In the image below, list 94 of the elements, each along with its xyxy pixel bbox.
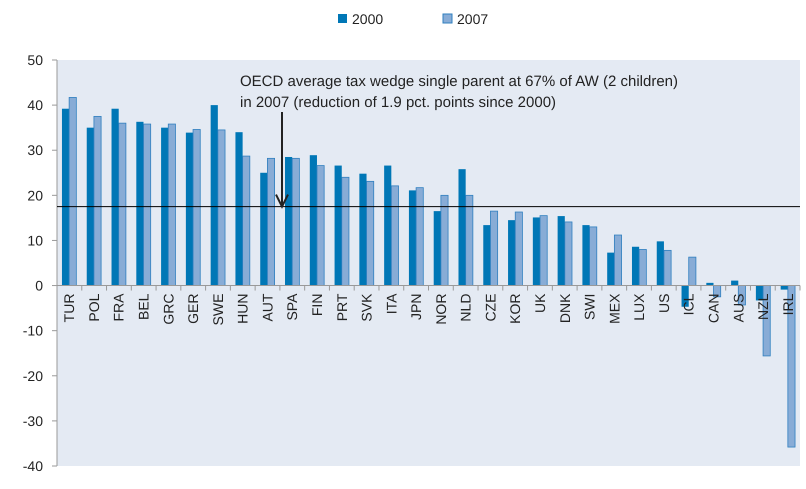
x-tick-label: PRT	[334, 293, 350, 322]
bar	[540, 215, 548, 286]
bar	[192, 129, 201, 286]
x-tick-label: US	[656, 294, 672, 314]
bar	[607, 252, 614, 286]
x-tick-label: FIN	[308, 294, 325, 316]
bar	[285, 156, 292, 286]
x-tick-label: AUT	[259, 293, 276, 322]
bar	[161, 128, 168, 286]
bar	[508, 220, 516, 286]
bar	[62, 108, 70, 286]
x-tick-label: ICL	[680, 293, 697, 316]
bar	[168, 124, 176, 286]
x-tick-label: SPA	[284, 292, 300, 321]
bar	[267, 158, 275, 286]
x-tick-label: UK	[532, 292, 548, 314]
y-tick-label: -20	[22, 368, 44, 384]
x-tick-label: SVK	[358, 292, 375, 322]
y-tick-label: 30	[27, 142, 44, 158]
x-tick-label: GER	[185, 294, 202, 324]
bar	[341, 176, 350, 286]
x-tick-label: TUR	[61, 294, 78, 322]
bar	[94, 116, 102, 286]
x-tick-label: NLD	[458, 294, 474, 322]
x-tick-label: HUN	[234, 294, 251, 324]
x-tick-label: CAN	[706, 294, 722, 324]
x-tick-label: NZL	[755, 293, 772, 320]
x-tick-label: FRA	[110, 292, 127, 322]
bar	[143, 124, 152, 286]
bar	[582, 225, 590, 286]
bar	[440, 194, 448, 286]
bar	[210, 105, 218, 286]
x-tick-label: BEL	[135, 293, 152, 320]
bar	[564, 222, 572, 286]
bar	[465, 194, 474, 286]
legend-label: 2000	[352, 11, 384, 27]
bar	[359, 174, 367, 286]
bar	[532, 217, 540, 286]
bar	[731, 280, 738, 286]
bar	[242, 156, 250, 286]
x-tick-label: DNK	[556, 292, 573, 324]
bar	[632, 246, 640, 286]
bar	[235, 132, 243, 286]
x-tick-label: NOR	[432, 294, 449, 325]
bar	[458, 169, 466, 286]
x-tick-label: GRC	[160, 294, 176, 325]
bar	[483, 225, 490, 286]
y-tick-label: 10	[27, 232, 44, 248]
x-tick-label: POL	[86, 293, 102, 322]
x-tick-label: IRL	[780, 293, 796, 316]
bar	[292, 158, 300, 286]
bar	[589, 226, 598, 286]
bar	[514, 212, 523, 286]
bar	[112, 108, 119, 286]
x-tick-label: AUS	[730, 294, 746, 322]
bar	[490, 210, 498, 286]
x-tick-label: MEX	[606, 292, 622, 324]
bar	[558, 216, 565, 286]
bar	[316, 165, 325, 286]
y-tick-label: 40	[27, 97, 44, 114]
bar	[186, 132, 194, 286]
bar	[656, 241, 664, 286]
bar	[664, 250, 672, 286]
y-tick-label: -40	[22, 458, 44, 474]
x-tick-label: JPN	[408, 294, 424, 320]
bar	[434, 211, 441, 286]
bar	[688, 256, 696, 286]
x-tick-label: ITA	[383, 292, 400, 314]
bar	[310, 155, 317, 286]
y-tick-label: -30	[22, 412, 44, 429]
bar	[638, 249, 647, 286]
bar	[384, 166, 392, 286]
bar	[334, 166, 342, 286]
bar	[86, 128, 94, 286]
bar	[217, 130, 226, 286]
x-tick-label: CZE	[482, 294, 498, 322]
y-tick-label: 20	[27, 187, 44, 204]
bar	[136, 122, 144, 286]
bar	[366, 180, 374, 286]
x-tick-label: LUX	[631, 292, 648, 321]
bar	[260, 172, 268, 286]
bar	[614, 234, 622, 286]
ref-line-label: OECD average tax wedge single parent at 67% of AW (2 children) in 2007 (reduction of 1.9 pct. points since 2000)	[240, 73, 678, 111]
x-tick-label: KOR	[507, 294, 524, 324]
legend-label: 2007	[457, 11, 488, 27]
x-tick-label: SWI	[582, 294, 598, 320]
bar	[416, 187, 424, 286]
y-tick-label: 0	[35, 278, 44, 294]
bar	[118, 122, 126, 286]
y-tick-label: 50	[27, 52, 44, 68]
bar	[68, 97, 77, 286]
y-tick-label: -10	[22, 322, 44, 339]
bar	[390, 185, 399, 286]
x-tick-label: SWE	[210, 294, 226, 326]
